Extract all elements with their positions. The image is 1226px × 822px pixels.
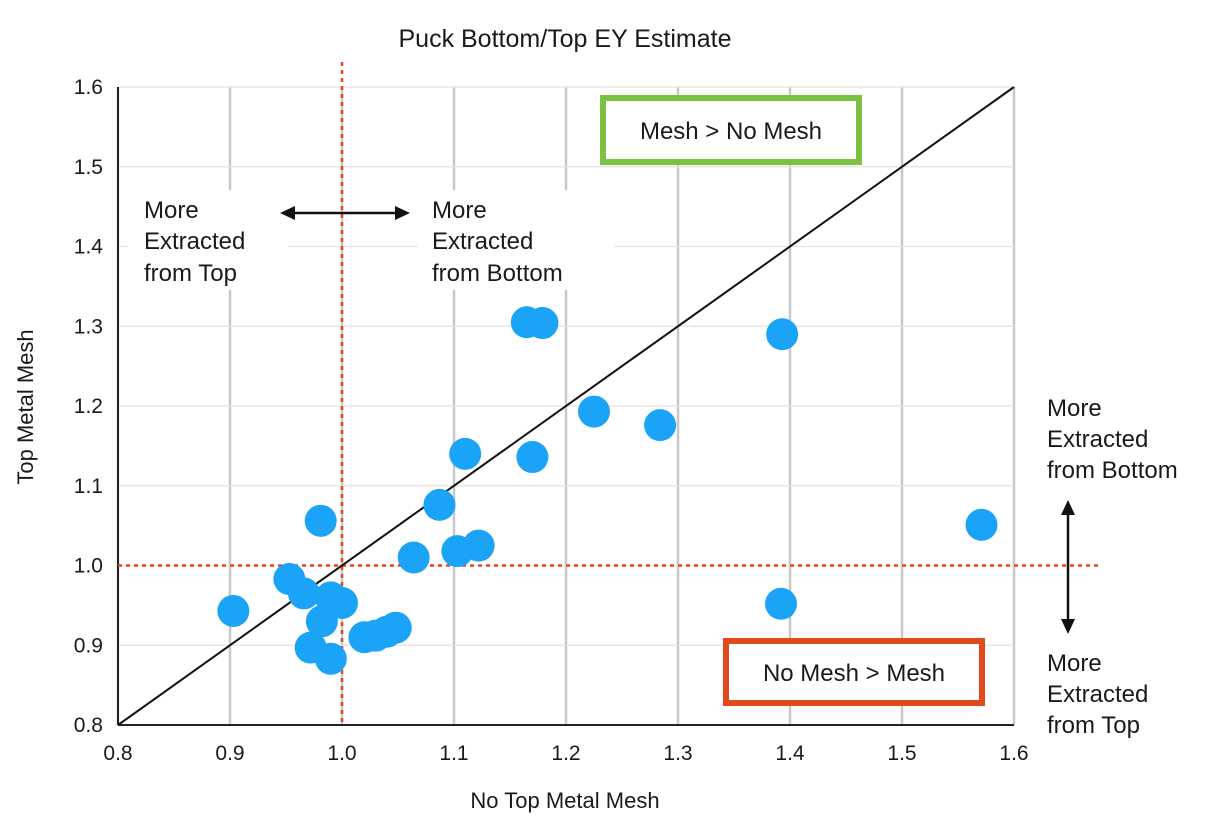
- x-tick-label-0: 0.8: [103, 742, 132, 765]
- mesh-box: Mesh > No Mesh: [600, 95, 862, 165]
- data-point-25: [965, 508, 998, 541]
- note-right-lower: More Extracted from Top: [1047, 650, 1148, 739]
- data-point-7: [314, 642, 347, 675]
- x-tick-label-6: 1.4: [775, 742, 805, 765]
- vertical-double-arrow: [1061, 500, 1075, 634]
- x-tick-label-4: 1.2: [551, 742, 580, 765]
- note-top-left-backing: [128, 190, 288, 290]
- data-point-20: [526, 307, 559, 340]
- note-right-lower-line-3: from Top: [1047, 712, 1140, 739]
- note-top-left-line-1: More: [144, 197, 199, 224]
- no-mesh-box-text: No Mesh > Mesh: [763, 660, 945, 687]
- data-points: [217, 306, 998, 675]
- note-top-left-line-3: from Top: [144, 260, 237, 287]
- note-top-left-line-2: Extracted: [144, 228, 245, 255]
- data-point-13: [397, 541, 430, 574]
- data-point-2: [287, 577, 320, 610]
- note-top-right-line-2: Extracted: [432, 228, 533, 255]
- y-tick-label-5: 1.3: [74, 315, 103, 338]
- y-tick-label-7: 1.5: [74, 156, 103, 179]
- x-tick-label-8: 1.6: [999, 742, 1028, 765]
- note-right-upper: More Extracted from Bottom: [1047, 395, 1178, 484]
- note-right-upper-line-3: from Bottom: [1047, 457, 1178, 484]
- horizontal-double-arrow: [280, 206, 410, 220]
- mesh-box-border: [600, 95, 862, 165]
- x-axis-ticks: 0.8 0.9 1.0 1.1 1.2 1.3 1.4 1.5 1.6: [103, 742, 1028, 765]
- x-tick-label-5: 1.3: [663, 742, 692, 765]
- data-point-12: [379, 611, 412, 644]
- note-top-left: More Extracted from Top: [144, 197, 245, 287]
- y-tick-label-0: 0.8: [74, 714, 103, 737]
- data-point-8: [326, 586, 358, 619]
- note-right-upper-line-1: More: [1047, 395, 1102, 422]
- note-top-right-line-1: More: [432, 197, 487, 224]
- y-tick-label-3: 1.1: [74, 475, 103, 498]
- diagonal-line: [117, 86, 1015, 726]
- note-right-upper-line-2: Extracted: [1047, 426, 1148, 453]
- data-point-23: [765, 587, 798, 620]
- data-point-19: [516, 441, 549, 474]
- y-tick-label-6: 1.4: [74, 236, 104, 259]
- x-axis-label: No Top Metal Mesh: [470, 788, 659, 813]
- data-point-4: [304, 504, 337, 537]
- data-point-24: [766, 318, 799, 351]
- data-point-22: [644, 409, 677, 442]
- data-point-21: [578, 395, 610, 428]
- note-right-lower-line-2: Extracted: [1047, 681, 1148, 708]
- data-point-17: [462, 529, 495, 562]
- y-tick-label-2: 1.0: [74, 555, 103, 578]
- x-tick-label-2: 1.0: [327, 742, 356, 765]
- x-tick-label-7: 1.5: [887, 742, 916, 765]
- mesh-box-text: Mesh > No Mesh: [640, 118, 822, 145]
- y-axis-label: Top Metal Mesh: [13, 329, 38, 484]
- y-tick-label-8: 1.6: [74, 76, 103, 99]
- note-top-right-backing: [418, 190, 614, 290]
- y-tick-label-4: 1.2: [74, 395, 103, 418]
- note-right-lower-line-1: More: [1047, 650, 1102, 677]
- no-mesh-box-border: [723, 638, 985, 706]
- note-top-right: More Extracted from Bottom: [432, 197, 563, 287]
- x-tick-label-1: 0.9: [215, 742, 244, 765]
- y-tick-label-1: 0.9: [74, 634, 103, 657]
- chart-title: Puck Bottom/Top EY Estimate: [398, 25, 731, 53]
- note-top-right-line-3: from Bottom: [432, 260, 563, 287]
- data-point-0: [217, 594, 250, 627]
- x-tick-label-3: 1.1: [439, 742, 468, 765]
- y-axis-ticks: 0.8 0.9 1.0 1.1 1.2 1.3 1.4 1.5 1.6: [74, 76, 104, 737]
- data-point-14: [423, 488, 456, 521]
- no-mesh-box: No Mesh > Mesh: [723, 638, 985, 706]
- data-point-16: [449, 437, 482, 470]
